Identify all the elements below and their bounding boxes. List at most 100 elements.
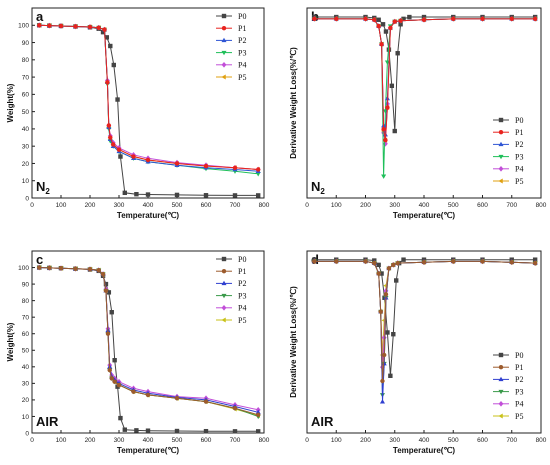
series-line-P4 bbox=[39, 267, 259, 411]
legend-label: P0 bbox=[515, 351, 523, 360]
data-point-P1 bbox=[232, 405, 238, 411]
y-axis-label: Weight(%) bbox=[6, 83, 15, 122]
legend-label: P1 bbox=[238, 267, 246, 276]
panel-letter: c bbox=[36, 252, 43, 267]
legend-marker bbox=[498, 352, 504, 358]
data-point-P1 bbox=[102, 27, 107, 32]
x-tick-label: 200 bbox=[85, 437, 96, 444]
panel-b-dtg-n2: 0 100 200 300 400 500 600 700 800 Temperature(℃) D… bbox=[289, 7, 547, 220]
legend-label: P3 bbox=[515, 152, 523, 161]
data-point-P1 bbox=[103, 288, 109, 293]
legend-label: P2 bbox=[238, 279, 246, 288]
y-axis-label: Derivative Weight Loss(%/℃) bbox=[289, 286, 298, 398]
data-point-P0 bbox=[203, 428, 209, 434]
x-tick-label: 600 bbox=[201, 437, 212, 444]
data-point-P1 bbox=[145, 157, 151, 163]
y-tick-label: 70 bbox=[22, 74, 30, 81]
data-point-P0 bbox=[112, 358, 117, 363]
data-point-P0 bbox=[106, 290, 112, 295]
series-line-P1 bbox=[39, 24, 259, 170]
data-point-P1 bbox=[106, 123, 112, 128]
y-tick-label: 100 bbox=[18, 23, 29, 30]
data-point-P1 bbox=[232, 165, 238, 170]
x-tick-label: 200 bbox=[85, 202, 96, 209]
data-point-P0 bbox=[401, 16, 406, 22]
data-point-P0 bbox=[256, 193, 261, 198]
legend-marker bbox=[498, 376, 504, 382]
x-tick-label: 400 bbox=[419, 437, 430, 444]
series-line-P1 bbox=[314, 260, 536, 382]
legend-marker bbox=[221, 26, 227, 31]
x-tick-label: 500 bbox=[172, 202, 183, 209]
y-tick-label: 80 bbox=[22, 298, 30, 305]
y-tick-label: 50 bbox=[22, 348, 30, 355]
x-tick-label: 700 bbox=[230, 202, 241, 209]
data-point-P1 bbox=[388, 25, 393, 31]
data-point-P0 bbox=[385, 330, 390, 335]
data-point-P1 bbox=[421, 260, 427, 265]
data-point-P1 bbox=[509, 260, 514, 265]
x-tick-label: 300 bbox=[114, 202, 125, 209]
y-tick-label: 40 bbox=[22, 364, 30, 371]
data-point-P1 bbox=[256, 412, 261, 417]
x-tick-label: 300 bbox=[389, 202, 400, 209]
x-tick-label: 100 bbox=[56, 202, 67, 209]
legend-label: P5 bbox=[515, 412, 523, 421]
series-line-P2 bbox=[39, 24, 259, 172]
data-point-P0 bbox=[145, 192, 151, 197]
panel-d-dtg-air: 0 100 200 300 400 500 600 700 800 Temperature(℃) D… bbox=[289, 250, 547, 455]
data-point-P1 bbox=[107, 367, 112, 373]
data-point-P1 bbox=[174, 161, 180, 166]
data-point-P0 bbox=[392, 128, 397, 134]
series-line-P0 bbox=[314, 259, 536, 376]
data-point-P0 bbox=[134, 192, 139, 197]
x-tick-label: 500 bbox=[172, 437, 183, 444]
x-tick-label: 700 bbox=[230, 437, 241, 444]
data-point-P0 bbox=[145, 428, 151, 433]
y-tick-label: 10 bbox=[22, 414, 30, 421]
data-point-P0 bbox=[174, 192, 180, 198]
series-line-P3 bbox=[314, 18, 536, 177]
data-point-P1 bbox=[145, 392, 151, 398]
data-point-P1 bbox=[58, 266, 64, 271]
data-point-P1 bbox=[480, 259, 485, 264]
data-point-P0 bbox=[100, 29, 106, 35]
data-point-P0 bbox=[232, 193, 238, 198]
data-point-P0 bbox=[532, 257, 538, 262]
atmosphere-text: N bbox=[311, 179, 320, 194]
legend-label: P2 bbox=[238, 36, 246, 45]
data-point-P0 bbox=[134, 428, 139, 433]
data-point-P1 bbox=[398, 18, 403, 23]
data-point-P1 bbox=[312, 259, 317, 264]
x-tick-label: 100 bbox=[331, 202, 342, 209]
data-point-P1 bbox=[381, 127, 386, 132]
y-tick-label: 60 bbox=[22, 92, 30, 99]
data-point-P3 bbox=[255, 172, 261, 177]
data-point-P1 bbox=[391, 262, 396, 268]
data-point-P1 bbox=[105, 331, 111, 336]
legend-label: P1 bbox=[238, 24, 246, 33]
legend-label: P5 bbox=[238, 73, 246, 82]
atmosphere-label: AIR bbox=[36, 414, 59, 429]
data-point-P1 bbox=[372, 17, 377, 22]
data-point-P1 bbox=[73, 266, 78, 271]
series-line-P2 bbox=[314, 18, 536, 135]
data-point-P0 bbox=[380, 22, 386, 27]
y-tick-label: 40 bbox=[22, 126, 30, 133]
legend-marker bbox=[498, 130, 504, 135]
legend-marker bbox=[221, 256, 227, 262]
data-point-P1 bbox=[532, 260, 538, 266]
data-point-P1 bbox=[532, 16, 538, 22]
data-point-P1 bbox=[312, 16, 317, 22]
data-point-P2 bbox=[379, 399, 385, 404]
data-point-P0 bbox=[407, 14, 412, 20]
data-point-P3 bbox=[381, 174, 387, 179]
x-tick-label: 600 bbox=[477, 202, 488, 209]
data-point-P1 bbox=[47, 23, 52, 28]
data-point-P1 bbox=[386, 266, 392, 271]
data-point-P1 bbox=[111, 142, 116, 147]
legend-label: P4 bbox=[515, 400, 523, 409]
data-point-P0 bbox=[203, 193, 209, 198]
data-point-P1 bbox=[379, 41, 384, 47]
x-tick-label: 700 bbox=[506, 202, 517, 209]
